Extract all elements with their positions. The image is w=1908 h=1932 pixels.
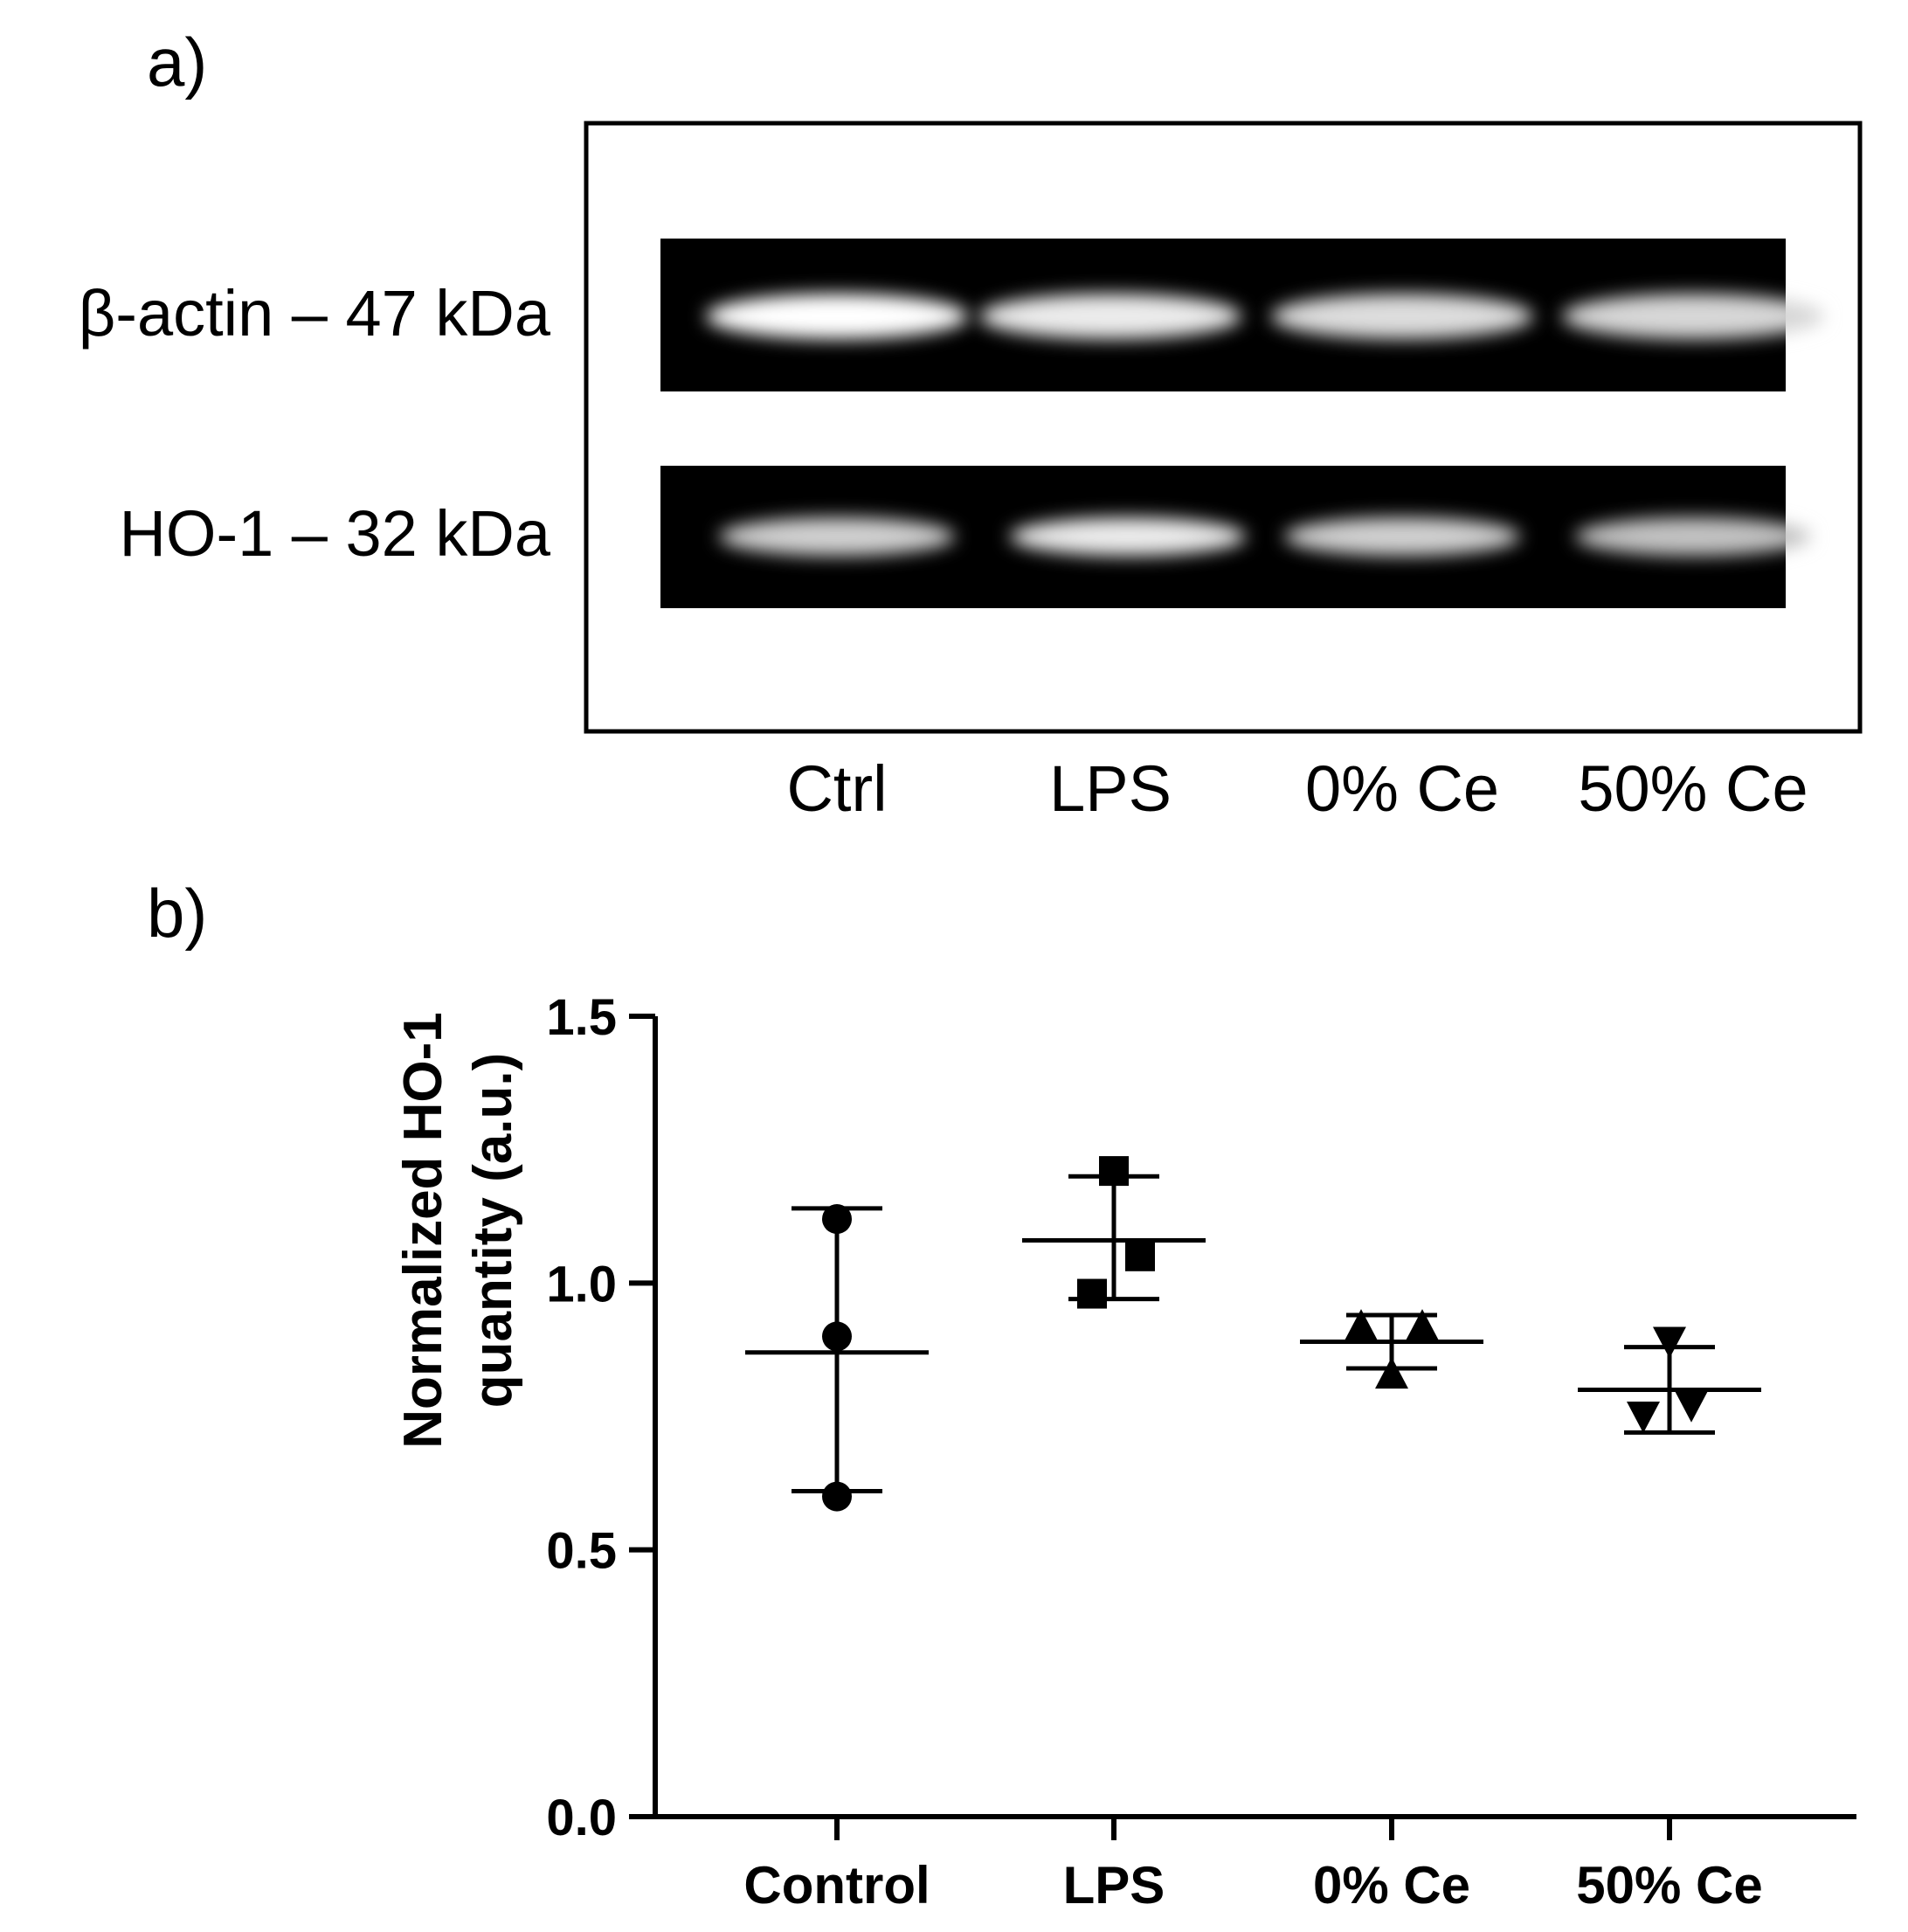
data-point <box>822 1481 852 1512</box>
blot-strip-beta-actin <box>660 239 1824 391</box>
lane-label-50ce: 50% Ce <box>1578 752 1808 825</box>
band-beta-actin <box>706 294 968 339</box>
blot-frame <box>584 121 1863 734</box>
x-tick-label: 0% Ce <box>1313 1856 1470 1915</box>
data-point <box>822 1204 852 1235</box>
row-label-ho1: HO-1 – 32 kDa <box>119 497 550 570</box>
data-point <box>1675 1390 1708 1423</box>
data-point <box>1125 1241 1155 1271</box>
group-control <box>745 1204 929 1512</box>
x-tick-label: Control <box>743 1856 930 1915</box>
row-label-beta-actin: β-actin – 47 kDa <box>79 277 551 350</box>
band-ho1 <box>1284 517 1520 556</box>
band-beta-actin <box>1562 294 1824 339</box>
panel-b-label: b) <box>147 875 207 952</box>
group-0-ce <box>1300 1309 1483 1389</box>
lane-label-lps: LPS <box>1049 752 1172 825</box>
data-point <box>822 1321 852 1352</box>
y-tick-label: 1.5 <box>546 989 617 1046</box>
lane-label-ctrl: Ctrl <box>786 752 887 825</box>
lane-label-0ce: 0% Ce <box>1305 752 1499 825</box>
data-point <box>1345 1309 1378 1341</box>
data-point <box>1077 1278 1107 1309</box>
y-tick-label: 0.0 <box>546 1790 617 1846</box>
panel-a-label: a) <box>147 24 207 100</box>
band-ho1 <box>1010 517 1246 556</box>
group-50-ce <box>1578 1326 1761 1435</box>
y-tick-label: 1.0 <box>546 1256 617 1312</box>
data-point <box>1375 1357 1408 1389</box>
data-point <box>1406 1309 1439 1341</box>
band-beta-actin <box>1271 294 1533 339</box>
band-ho1 <box>1575 517 1811 556</box>
band-beta-actin <box>979 294 1241 339</box>
scatter-chart: Normalized HO-1 quantity (a.u.) 0.0 0.5 1.… <box>393 989 1856 1915</box>
band-ho1 <box>719 517 955 556</box>
data-point <box>1627 1402 1660 1433</box>
x-tick-label: 50% Ce <box>1576 1856 1762 1915</box>
blot-strip-ho1 <box>660 466 1811 608</box>
data-point <box>1099 1156 1129 1187</box>
x-tick-label: LPS <box>1063 1856 1165 1915</box>
data-point <box>1653 1326 1686 1359</box>
y-axis-title-line-1: Normalized HO-1 <box>393 1012 453 1449</box>
y-axis-title-line-2: quantity (a.u.) <box>463 1053 523 1408</box>
group-lps <box>1022 1156 1206 1309</box>
y-tick-label: 0.5 <box>546 1523 617 1580</box>
